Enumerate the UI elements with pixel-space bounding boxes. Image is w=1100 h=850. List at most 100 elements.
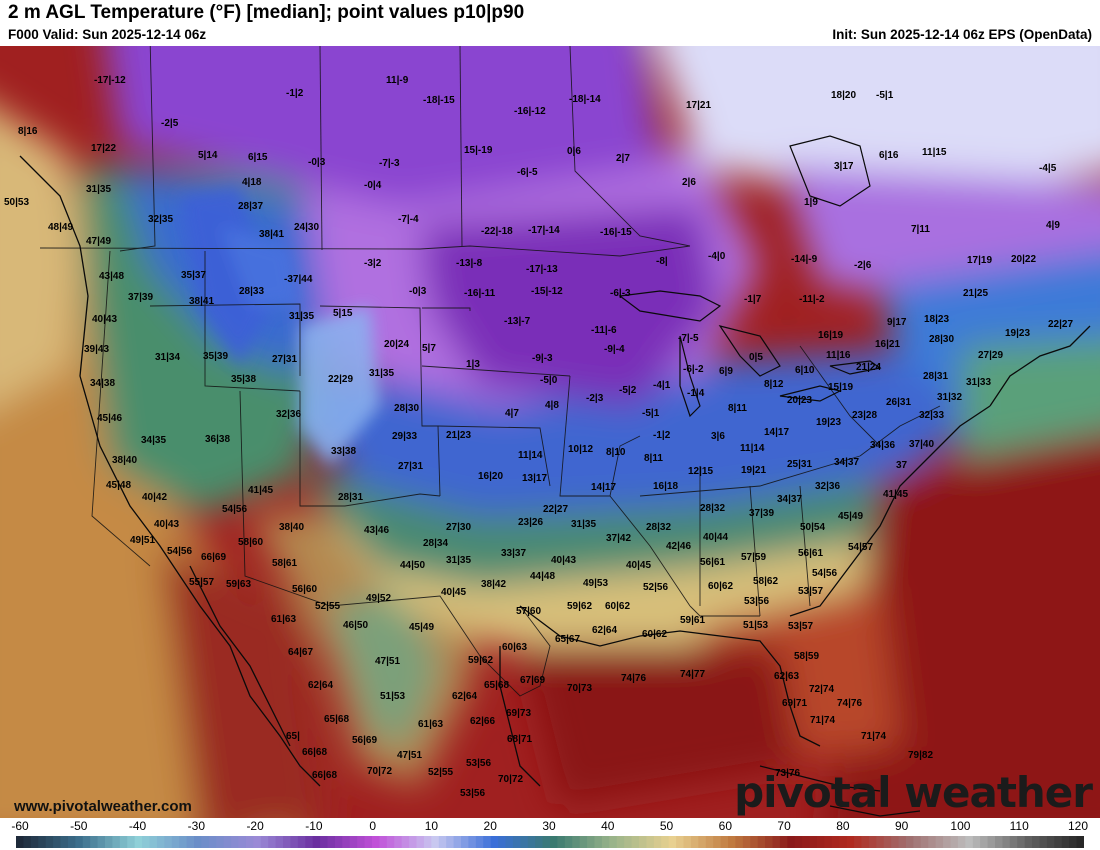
colorbar-swatch xyxy=(431,836,440,848)
point-value: 53|56 xyxy=(460,788,486,799)
temperature-map[interactable]: -17|-12 -1|2 11|-9 -18|-15 -16|-12 -18|-14 17|… xyxy=(0,46,1100,818)
point-value: -15|-12 xyxy=(531,286,563,297)
point-value: 62|66 xyxy=(470,716,496,727)
point-value: 20|24 xyxy=(384,339,410,350)
point-value: -6|-2 xyxy=(683,364,704,375)
colorbar-swatch xyxy=(372,836,380,848)
point-value: 50|54 xyxy=(800,522,826,533)
colorbar-swatch xyxy=(38,836,47,848)
point-value: 17|21 xyxy=(686,100,712,111)
point-value: 35|38 xyxy=(231,374,257,385)
point-value: -14|-9 xyxy=(791,254,818,265)
point-value: -8| xyxy=(656,256,668,267)
colorbar-swatch xyxy=(683,836,692,848)
colorbar-swatch xyxy=(283,836,291,848)
point-value: 13|17 xyxy=(522,473,548,484)
point-value: 66|68 xyxy=(312,770,338,781)
point-value: 8|10 xyxy=(606,447,626,458)
point-value: 65|68 xyxy=(484,680,510,691)
colorbar-swatch xyxy=(512,836,521,848)
point-value: 8|11 xyxy=(644,453,663,464)
point-value: 32|36 xyxy=(276,409,302,420)
point-value: 6|15 xyxy=(248,152,268,163)
point-value: 31|35 xyxy=(571,519,597,530)
colorbar-swatch xyxy=(1046,836,1055,848)
point-value: 52|56 xyxy=(643,582,669,593)
point-value: 16|18 xyxy=(653,481,679,492)
brand-logo: pivotal weather xyxy=(734,768,1093,817)
colorbar-swatch xyxy=(179,836,188,848)
point-value: 56|69 xyxy=(352,735,378,746)
colorbar-swatch xyxy=(653,836,662,848)
colorbar-swatch xyxy=(201,836,210,848)
point-value: -1|4 xyxy=(687,388,705,399)
point-value: 62|64 xyxy=(592,625,618,636)
point-value: -2|3 xyxy=(586,393,604,404)
point-value: 6|10 xyxy=(795,365,815,376)
point-value: -22|-18 xyxy=(481,226,513,237)
colorbar-swatch xyxy=(194,836,202,848)
point-value: 53|56 xyxy=(466,758,492,769)
colorbar-swatch xyxy=(468,836,477,848)
colorbar-swatch xyxy=(1017,836,1026,848)
colorbar-swatch xyxy=(698,836,707,848)
point-value: -1|2 xyxy=(653,430,671,441)
point-value: 6|16 xyxy=(879,150,899,161)
point-value: 79|82 xyxy=(908,750,934,761)
colorbar-swatch xyxy=(1069,836,1078,848)
colorbar-swatch xyxy=(268,836,277,848)
point-value: 70|72 xyxy=(498,774,524,785)
colorbar-swatch xyxy=(409,836,417,848)
point-value: 54|56 xyxy=(167,546,193,557)
great-lakes xyxy=(618,135,882,418)
init-time: Init: Sun 2025-12-14 06z EPS (OpenData) xyxy=(832,27,1092,42)
colorbar-swatch xyxy=(846,836,855,848)
colorbar-tick-label: -60 xyxy=(11,819,29,833)
point-value: 35|39 xyxy=(203,351,229,362)
point-value: 49|51 xyxy=(130,535,156,546)
point-value: 9|17 xyxy=(887,317,907,328)
point-value: -18|-14 xyxy=(569,94,601,105)
point-value: -11|-6 xyxy=(591,325,617,336)
point-value: 50|53 xyxy=(4,197,30,208)
colorbar-swatch xyxy=(1039,836,1048,848)
colorbar-swatch xyxy=(97,836,106,848)
colorbar-swatch xyxy=(105,836,113,848)
colorbar-swatch xyxy=(119,836,128,848)
colorbar-swatch xyxy=(639,836,647,848)
point-value: 74|76 xyxy=(837,698,863,709)
point-value: 40|43 xyxy=(92,314,118,325)
colorbar-swatch xyxy=(987,836,996,848)
colorbar-swatch xyxy=(290,836,299,848)
point-value: 57|60 xyxy=(516,606,542,617)
colorbar-swatch xyxy=(950,836,959,848)
point-value: 44|50 xyxy=(400,560,426,571)
point-value: 22|27 xyxy=(543,504,569,515)
colorbar-swatch xyxy=(156,836,165,848)
point-value: 26|31 xyxy=(886,397,912,408)
point-value: 74|76 xyxy=(621,673,647,684)
colorbar-swatch xyxy=(142,836,150,848)
point-value: 41|45 xyxy=(883,489,909,500)
colorbar-swatch xyxy=(757,836,766,848)
point-value: 37 xyxy=(896,460,908,471)
point-value: 40|43 xyxy=(154,519,180,530)
colorbar-tick-label: -20 xyxy=(246,819,264,833)
colorbar xyxy=(16,836,1084,848)
point-value: 59|61 xyxy=(680,615,706,626)
point-value: -5|1 xyxy=(876,90,894,101)
point-value: -5|2 xyxy=(619,385,637,396)
point-value: 43|46 xyxy=(364,525,390,536)
point-value: 34|35 xyxy=(141,435,167,446)
point-value: 3|6 xyxy=(711,431,725,442)
point-value: 16|21 xyxy=(875,339,901,350)
point-value: 34|38 xyxy=(90,378,116,389)
point-value: 25|31 xyxy=(787,459,813,470)
point-value: 59|63 xyxy=(226,579,252,590)
point-value: 23|26 xyxy=(518,517,544,528)
point-value: 69|73 xyxy=(506,708,532,719)
colorbar-swatch xyxy=(542,836,551,848)
point-value: 1|9 xyxy=(804,197,818,208)
colorbar-swatch xyxy=(928,836,937,848)
colorbar-swatch xyxy=(587,836,595,848)
